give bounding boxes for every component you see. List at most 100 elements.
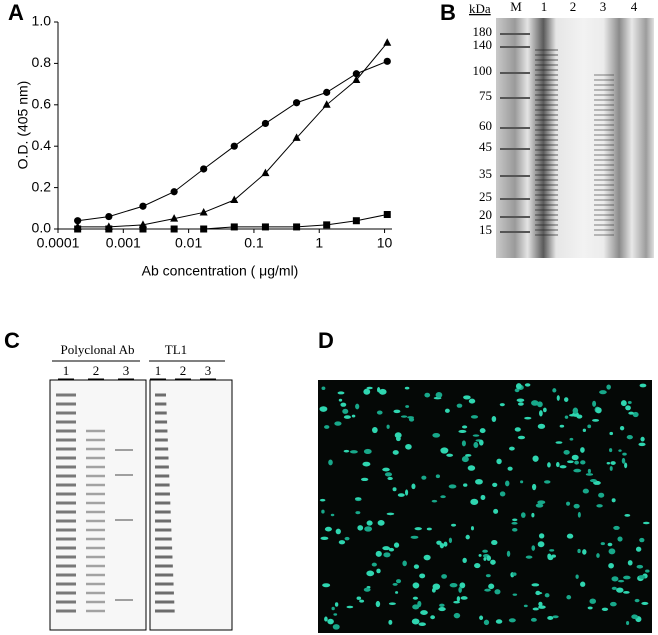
cell — [556, 395, 560, 401]
data-point — [293, 223, 301, 231]
panel-label: C — [4, 328, 20, 353]
cell — [460, 596, 468, 600]
cell — [446, 453, 454, 457]
cell — [606, 384, 611, 390]
group-title: TL1 — [165, 342, 187, 357]
cell — [402, 560, 407, 567]
cell — [405, 489, 409, 496]
cell — [512, 518, 518, 522]
cell — [393, 409, 401, 414]
cell — [376, 410, 383, 415]
cell — [580, 581, 586, 587]
cell — [549, 549, 555, 552]
cell — [362, 461, 371, 467]
cell — [538, 601, 543, 607]
cell — [611, 586, 617, 590]
cell — [491, 539, 498, 546]
cell — [330, 513, 335, 517]
cell — [507, 466, 513, 471]
cell — [532, 483, 537, 491]
cell — [543, 407, 547, 413]
cell — [328, 459, 333, 466]
cell — [485, 574, 491, 578]
cell — [624, 513, 631, 517]
cell — [566, 501, 571, 506]
cell — [448, 484, 457, 489]
cell — [395, 579, 402, 584]
data-point — [261, 168, 270, 177]
cell — [582, 428, 587, 432]
cell — [496, 458, 502, 465]
cell — [582, 488, 589, 494]
cell — [555, 441, 563, 444]
data-point — [292, 99, 301, 107]
cell — [338, 398, 343, 402]
cell — [483, 619, 490, 626]
cell — [610, 461, 616, 465]
data-point — [322, 100, 331, 108]
cell — [631, 614, 639, 619]
cell — [441, 574, 447, 579]
cell — [617, 536, 623, 542]
cell — [601, 607, 609, 611]
cell — [343, 449, 350, 453]
cell — [357, 525, 364, 531]
cell — [366, 386, 373, 390]
data-point — [383, 57, 391, 65]
cell — [523, 604, 528, 608]
cell — [420, 610, 428, 616]
cell — [638, 575, 646, 579]
data-point — [199, 207, 208, 216]
series-line — [77, 60, 388, 222]
cell — [556, 462, 560, 468]
cell — [461, 440, 466, 447]
data-point — [74, 225, 82, 233]
cell — [366, 520, 373, 526]
x-tick-label: 0.0001 — [37, 235, 80, 251]
cell — [589, 598, 597, 604]
cell — [386, 424, 390, 429]
lane-label: 2 — [570, 0, 577, 14]
cell — [458, 429, 467, 433]
lane-label: 3 — [600, 0, 607, 14]
cell — [589, 479, 597, 483]
cell — [492, 482, 498, 487]
cell — [566, 533, 574, 539]
data-point — [352, 75, 361, 83]
cell — [495, 619, 503, 624]
cell — [322, 583, 331, 588]
cell — [319, 498, 326, 502]
data-point — [139, 202, 147, 210]
cell — [592, 400, 597, 407]
cell — [384, 472, 393, 477]
y-tick-label: 0.8 — [32, 54, 52, 70]
cell — [608, 562, 614, 569]
cell — [412, 604, 420, 610]
cell — [474, 562, 481, 569]
cell — [408, 417, 415, 422]
cell — [378, 388, 387, 395]
cell — [327, 618, 334, 625]
x-tick-label: 0.01 — [175, 235, 202, 251]
cell — [463, 483, 468, 487]
cell — [572, 407, 579, 414]
cell — [511, 521, 518, 525]
cell — [580, 460, 586, 465]
cell — [435, 474, 441, 479]
cell — [544, 593, 550, 598]
cell — [517, 435, 526, 440]
marker-size: 140 — [473, 37, 493, 52]
cell — [388, 602, 396, 605]
cell — [421, 475, 427, 480]
cell — [618, 449, 622, 452]
cell — [364, 526, 373, 532]
cell — [547, 615, 554, 620]
cell — [470, 415, 479, 419]
cell — [366, 570, 375, 577]
cell — [482, 549, 488, 553]
cell — [585, 473, 594, 476]
data-point — [292, 133, 301, 141]
cell — [453, 612, 461, 619]
